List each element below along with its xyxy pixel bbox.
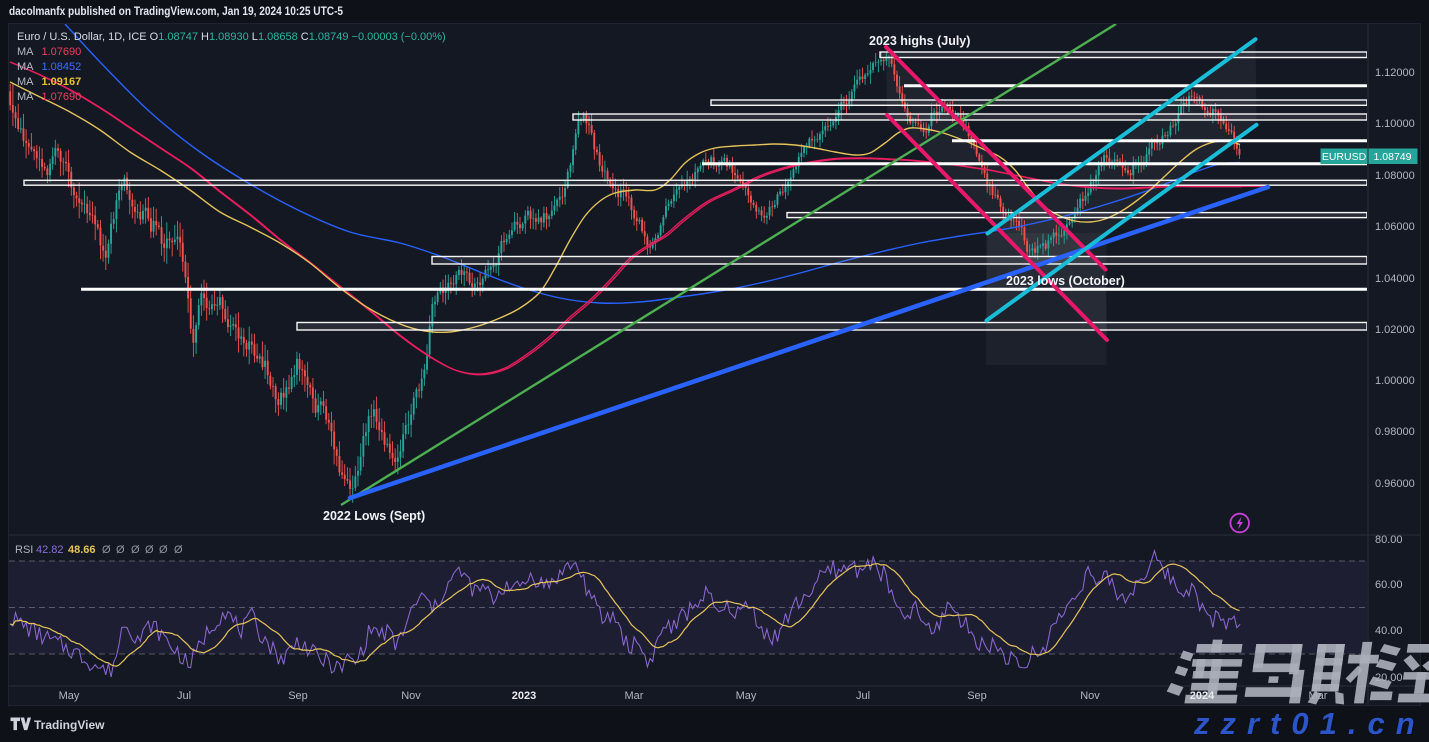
svg-text:Mar: Mar [1309,690,1328,702]
svg-text:2023 highs (July): 2023 highs (July) [869,34,970,48]
svg-text:1.08000: 1.08000 [1375,170,1415,182]
svg-text:80.00: 80.00 [1375,534,1403,546]
svg-text:Ø: Ø [145,544,154,556]
svg-text:2023: 2023 [512,690,536,702]
svg-text:Nov: Nov [401,690,421,702]
svg-text:MA1.07690: MA 1.07690 [17,46,81,58]
svg-text:Ø: Ø [159,544,168,556]
svg-text:1.12000: 1.12000 [1375,67,1415,79]
svg-text:May: May [736,690,757,702]
svg-text:Jul: Jul [177,690,191,702]
svg-text:MA1.08452: MA 1.08452 [17,61,81,73]
svg-text:Nov: Nov [1080,690,1100,702]
svg-text:May: May [59,690,80,702]
svg-text:40.00: 40.00 [1375,625,1403,637]
svg-text:1.10000: 1.10000 [1375,118,1415,130]
svg-text:Jul: Jul [856,690,870,702]
svg-text:Ø: Ø [131,544,140,556]
svg-text:48.66: 48.66 [68,544,96,556]
svg-text:TradingView: TradingView [34,718,105,732]
svg-text:1.02000: 1.02000 [1375,324,1415,336]
svg-text:1.08749: 1.08749 [1374,151,1412,163]
svg-text:Ø: Ø [102,544,111,556]
svg-text:MA1.09167: MA 1.09167 [17,76,81,88]
svg-text:1.00000: 1.00000 [1375,375,1415,387]
svg-text:0.96000: 0.96000 [1375,478,1415,490]
svg-text:2023 lows (October): 2023 lows (October) [1006,274,1125,288]
svg-text:42.82: 42.82 [36,544,64,556]
svg-text:20.00: 20.00 [1375,672,1403,684]
svg-text:RSI: RSI [15,544,33,556]
svg-text:Mar: Mar [625,690,644,702]
svg-text:2022 Lows (Sept): 2022 Lows (Sept) [323,509,425,523]
svg-text:0.98000: 0.98000 [1375,426,1415,438]
svg-text:1.06000: 1.06000 [1375,221,1415,233]
svg-text:60.00: 60.00 [1375,579,1403,591]
svg-text:Sep: Sep [288,690,308,702]
svg-text:MA1.07690: MA 1.07690 [17,91,81,103]
svg-text:Sep: Sep [967,690,987,702]
svg-text:Ø: Ø [116,544,125,556]
svg-text:2024: 2024 [1190,690,1215,702]
svg-text:1.04000: 1.04000 [1375,273,1415,285]
svg-text:Euro / U.S. Dollar, 1D, ICE O: Euro / U.S. Dollar, 1D, ICE O1.08747 H1.… [17,31,446,43]
svg-text:Ø: Ø [174,544,183,556]
svg-text:EURUSD: EURUSD [1322,151,1367,163]
